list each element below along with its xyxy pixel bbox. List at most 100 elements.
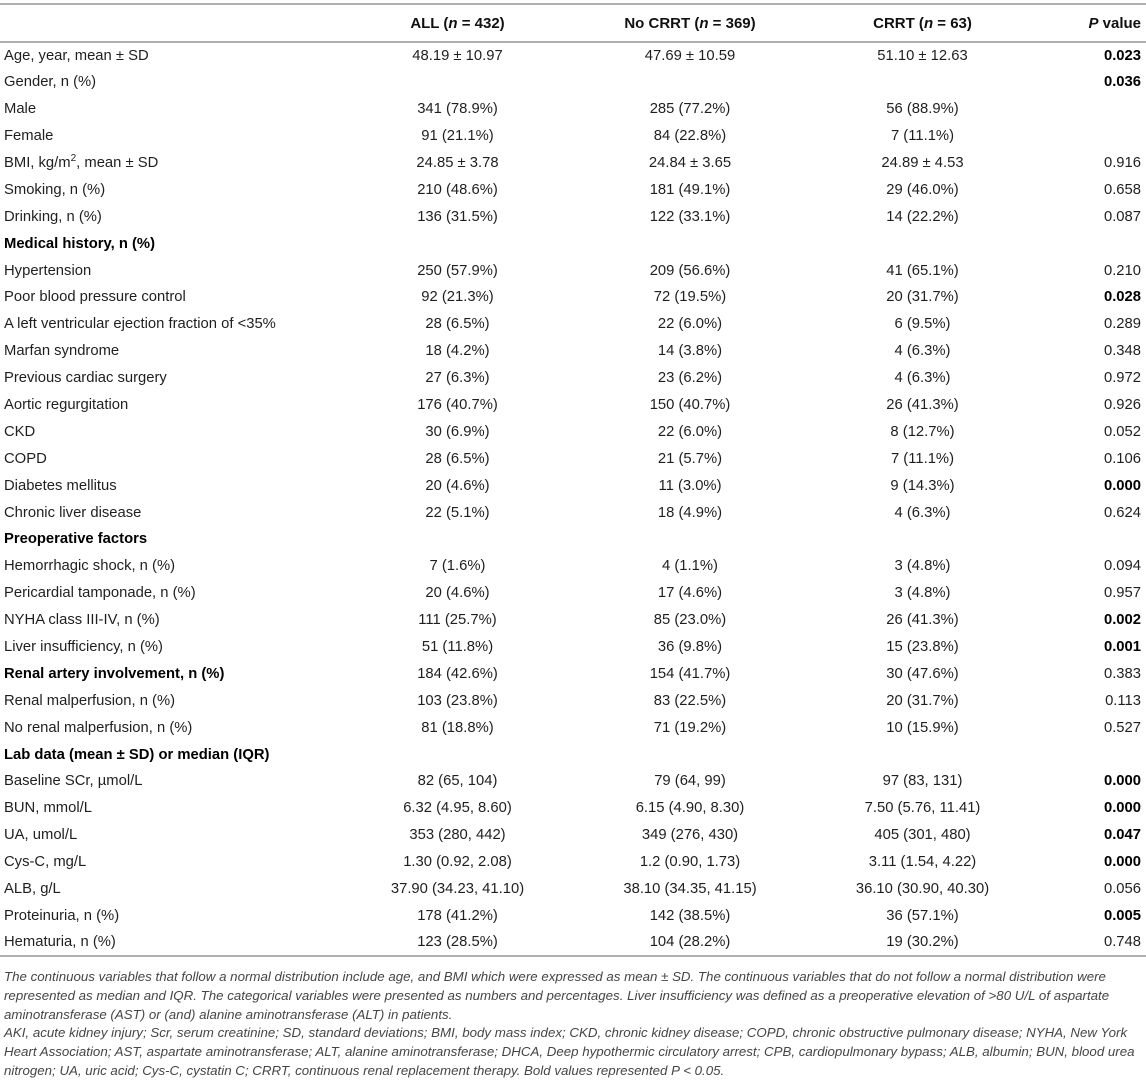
table-row: Female 91 (21.1%) 84 (22.8%) 7 (11.1%): [0, 123, 1146, 150]
table-row: Proteinuria, n (%) 178 (41.2%) 142 (38.5%)…: [0, 903, 1146, 930]
cell-all: 27 (6.3%): [425, 370, 490, 387]
row-label: Cys-C, mg/L: [4, 854, 87, 871]
row-label: Proteinuria, n (%): [4, 907, 120, 924]
cell-all: 178 (41.2%): [417, 907, 498, 924]
cell-crrt: 20 (31.7%): [886, 692, 959, 709]
cell-no-crrt: 38.10 (34.35, 41.15): [623, 881, 757, 898]
col-header-p-value: P value: [1035, 4, 1146, 43]
cell-no-crrt: 209 (56.6%): [649, 262, 731, 279]
footnote-definitions: The continuous variables that follow a n…: [4, 969, 1110, 1022]
row-label: BUN, mmol/L: [4, 800, 92, 817]
cell-no-crrt: 154 (41.7%): [649, 665, 731, 682]
cell-no-crrt: 36 (9.8%): [657, 639, 723, 656]
cell-p-value: 0.005: [1103, 907, 1141, 924]
cell-no-crrt: 4 (1.1%): [662, 558, 718, 575]
cell-all: 92 (21.3%): [421, 289, 494, 306]
cell-no-crrt: [570, 741, 810, 768]
cell-crrt: 405 (301, 480): [874, 827, 971, 844]
table-row: Marfan syndrome 18 (4.2%) 14 (3.8%) 4 (6.3%…: [0, 338, 1146, 365]
section-title: Preoperative factors: [4, 531, 148, 548]
table-row: No renal malperfusion, n (%) 81 (18.8%) 71…: [0, 714, 1146, 741]
cell-p-value: [1035, 123, 1146, 150]
cell-all: 176 (40.7%): [417, 397, 498, 414]
row-label: Pericardial tamponade, n (%): [4, 585, 196, 602]
cell-p-value: 0.916: [1103, 155, 1141, 171]
cell-crrt: 6 (9.5%): [894, 316, 951, 333]
table-row: Chronic liver disease 22 (5.1%) 18 (4.9%) 4…: [0, 499, 1146, 526]
cell-p-value: 0.000: [1103, 773, 1141, 790]
cell-all: 103 (23.8%): [417, 692, 498, 709]
cell-p-value: 0.348: [1103, 343, 1141, 360]
cell-no-crrt: 72 (19.5%): [653, 289, 727, 306]
cell-crrt: 7.50 (5.76, 11.41): [864, 800, 981, 817]
cell-all: 28 (6.5%): [425, 316, 490, 333]
cell-crrt: 3 (4.8%): [894, 558, 951, 575]
row-label: Smoking, n (%): [4, 181, 106, 198]
cell-p-value: 0.002: [1103, 612, 1141, 629]
cell-no-crrt: 150 (40.7%): [649, 397, 731, 414]
table-row: Poor blood pressure control 92 (21.3%) 72 …: [0, 284, 1146, 311]
section-title: Medical history, n (%): [4, 235, 156, 252]
row-label: Diabetes mellitus: [4, 477, 117, 494]
row-label: Baseline SCr, µmol/L: [4, 773, 143, 790]
cell-no-crrt: 47.69 ± 10.59: [644, 47, 736, 64]
cell-no-crrt: 14 (3.8%): [657, 343, 723, 360]
cell-all: [345, 526, 570, 553]
cell-all: 51 (11.8%): [421, 639, 494, 656]
cell-no-crrt: 84 (22.8%): [653, 128, 727, 145]
cell-p-value: [1035, 230, 1146, 257]
cell-all: 18 (4.2%): [425, 343, 490, 360]
cell-all: [345, 69, 570, 96]
cell-no-crrt: 122 (33.1%): [649, 208, 731, 225]
cell-all: 136 (31.5%): [417, 208, 498, 225]
table-row: Smoking, n (%) 210 (48.6%) 181 (49.1%) 29 (…: [0, 176, 1146, 203]
cell-p-value: 0.383: [1103, 665, 1141, 682]
table-row: BMI, kg/m2, mean ± SD 24.85 ± 3.78 24.84 ±…: [0, 150, 1146, 177]
table-row: BUN, mmol/L 6.32 (4.95, 8.60) 6.15 (4.90, …: [0, 795, 1146, 822]
cell-no-crrt: 104 (28.2%): [649, 934, 731, 951]
cell-no-crrt: 181 (49.1%): [649, 181, 731, 198]
cell-all: 250 (57.9%): [417, 262, 498, 279]
cell-all: 1.30 (0.92, 2.08): [403, 854, 512, 871]
cell-crrt: 26 (41.3%): [886, 612, 959, 629]
cell-all: 81 (18.8%): [421, 719, 494, 736]
table-row: Male 341 (78.9%) 285 (77.2%) 56 (88.9%): [0, 96, 1146, 123]
cell-no-crrt: 6.15 (4.90, 8.30): [635, 800, 745, 817]
cell-crrt: 20 (31.7%): [886, 289, 959, 306]
cell-no-crrt: 71 (19.2%): [653, 719, 727, 736]
cell-p-value: 0.113: [1105, 692, 1141, 709]
cell-all: 210 (48.6%): [417, 181, 498, 198]
cell-all: [345, 230, 570, 257]
row-label: COPD: [4, 450, 47, 467]
cell-p-value: 0.957: [1103, 585, 1141, 602]
col-header-empty: [0, 4, 345, 43]
row-label: CKD: [4, 423, 36, 440]
cell-crrt: 14 (22.2%): [886, 208, 959, 225]
cell-p-value: 0.052: [1103, 423, 1141, 440]
cell-p-value: 0.001: [1103, 639, 1141, 656]
table-row: Hemorrhagic shock, n (%) 7 (1.6%) 4 (1.1%)…: [0, 553, 1146, 580]
cell-crrt: 7 (11.1%): [890, 128, 955, 145]
row-label: A left ventricular ejection fraction of …: [4, 316, 276, 333]
cell-crrt: 10 (15.9%): [886, 719, 959, 736]
cell-crrt: 36.10 (30.90, 40.30): [855, 881, 990, 898]
cell-crrt: [810, 526, 1035, 553]
cell-crrt: [810, 741, 1035, 768]
row-label: Male: [4, 101, 37, 118]
cell-p-value: 0.106: [1103, 450, 1141, 467]
section-header-row: Lab data (mean ± SD) or median (IQR): [0, 741, 1146, 768]
cell-no-crrt: 142 (38.5%): [649, 907, 731, 924]
row-label: Gender, n (%): [4, 74, 97, 91]
cell-all: 20 (4.6%): [425, 585, 490, 602]
cell-crrt: 30 (47.6%): [886, 665, 959, 682]
cell-p-value: 0.000: [1103, 477, 1141, 494]
cell-all: 82 (65, 104): [417, 773, 498, 790]
table-row: Renal artery involvement, n (%) 184 (42.6…: [0, 660, 1146, 687]
row-label: UA, umol/L: [4, 827, 78, 844]
table-row: Diabetes mellitus 20 (4.6%) 11 (3.0%) 9 (14…: [0, 472, 1146, 499]
cell-p-value: 0.000: [1103, 800, 1141, 817]
table-row: Age, year, mean ± SD 48.19 ± 10.97 47.69 ±…: [0, 42, 1146, 69]
col-header-crrt: CRRT (n = 63): [810, 4, 1035, 43]
cell-no-crrt: [570, 69, 810, 96]
cell-crrt: 26 (41.3%): [886, 397, 959, 414]
